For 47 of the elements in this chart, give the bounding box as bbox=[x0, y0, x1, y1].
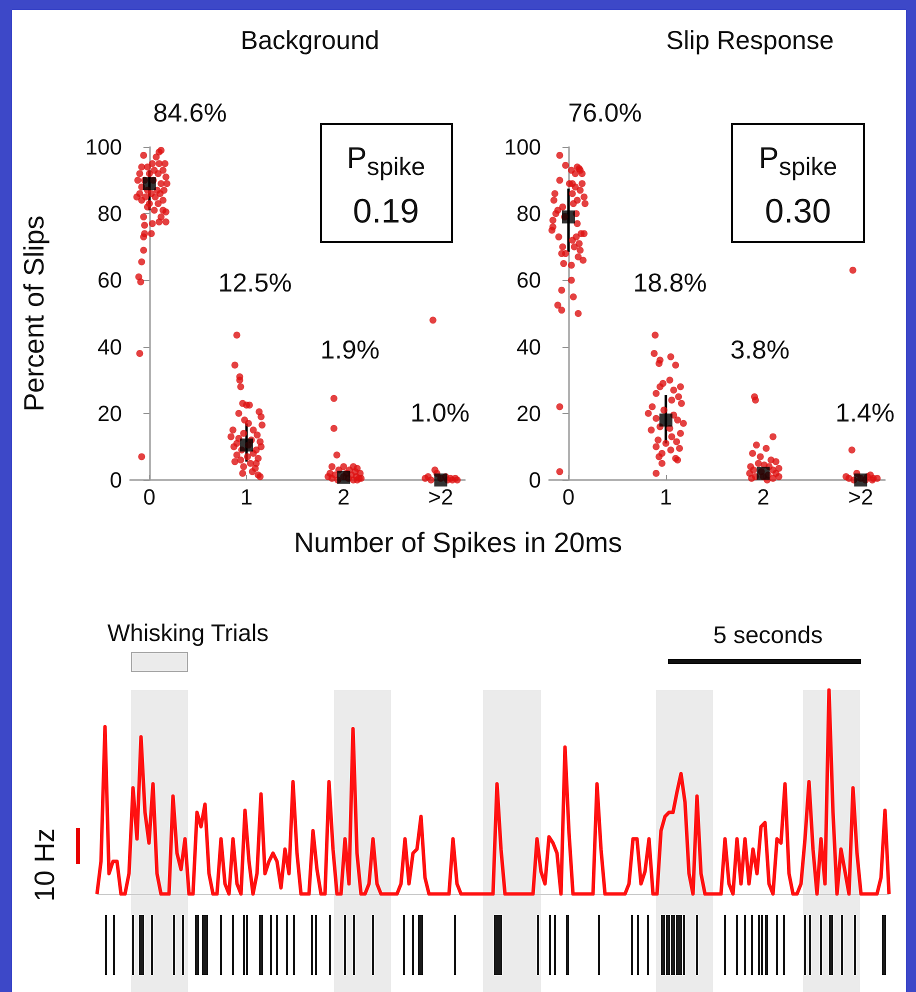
point bbox=[854, 474, 868, 486]
y-tick-label: 40 bbox=[516, 334, 541, 360]
x-tick-label: 1 bbox=[660, 484, 672, 510]
y-tick-label: 40 bbox=[98, 334, 122, 360]
text: 10 Hz bbox=[29, 828, 61, 902]
y-axis-title: Percent of Slips bbox=[18, 215, 50, 412]
point bbox=[659, 414, 672, 427]
y-tick-label: 80 bbox=[516, 201, 541, 226]
y-tick-label: 0 bbox=[110, 468, 122, 492]
y-tick-label: 0 bbox=[528, 468, 541, 492]
text: Whisking Trials bbox=[107, 620, 269, 648]
y-tick-label: 80 bbox=[98, 201, 122, 226]
y-tick-label: 60 bbox=[516, 268, 541, 293]
annotation: 1.9% bbox=[320, 334, 380, 366]
y-tick-label: 100 bbox=[504, 134, 541, 160]
point bbox=[756, 466, 770, 480]
point bbox=[562, 210, 575, 224]
annotation: 1.0% bbox=[410, 398, 470, 428]
text: 84.6% bbox=[153, 98, 227, 128]
x-tick-label: 0 bbox=[562, 484, 575, 510]
x-tick-label: >2 bbox=[428, 484, 454, 510]
point bbox=[337, 470, 350, 484]
annotation: 3.8% bbox=[730, 334, 790, 366]
annotation: 12.5% bbox=[218, 268, 292, 298]
annotation: 0.30 bbox=[764, 192, 832, 232]
y-tick-label: 60 bbox=[98, 268, 122, 293]
text: 76.0% bbox=[568, 98, 642, 128]
x-tick-label: 1 bbox=[240, 484, 253, 510]
annotation: P$_{spike}$ bbox=[346, 142, 426, 182]
chart-title: Slip Response bbox=[666, 25, 834, 55]
text: 5 seconds bbox=[713, 622, 823, 650]
point bbox=[240, 438, 254, 452]
x-tick-label: 2 bbox=[338, 484, 350, 510]
chart-title: Background bbox=[240, 25, 380, 55]
annotation: 0.19 bbox=[352, 192, 420, 232]
point bbox=[434, 474, 448, 486]
point bbox=[142, 177, 156, 190]
annotation: 18.8% bbox=[633, 268, 707, 298]
annotation: 1.4% bbox=[835, 398, 895, 428]
x-axis-title: Number of Spikes in 20ms bbox=[294, 527, 622, 559]
x-tick-label: 0 bbox=[143, 484, 156, 510]
y-tick-label: 20 bbox=[516, 400, 541, 426]
annotation: P$_{spike}$ bbox=[758, 142, 838, 182]
x-tick-label: 2 bbox=[757, 484, 770, 510]
y-tick-label: 20 bbox=[98, 400, 122, 426]
y-tick-label: 100 bbox=[85, 134, 122, 160]
x-tick-label: >2 bbox=[848, 484, 874, 510]
